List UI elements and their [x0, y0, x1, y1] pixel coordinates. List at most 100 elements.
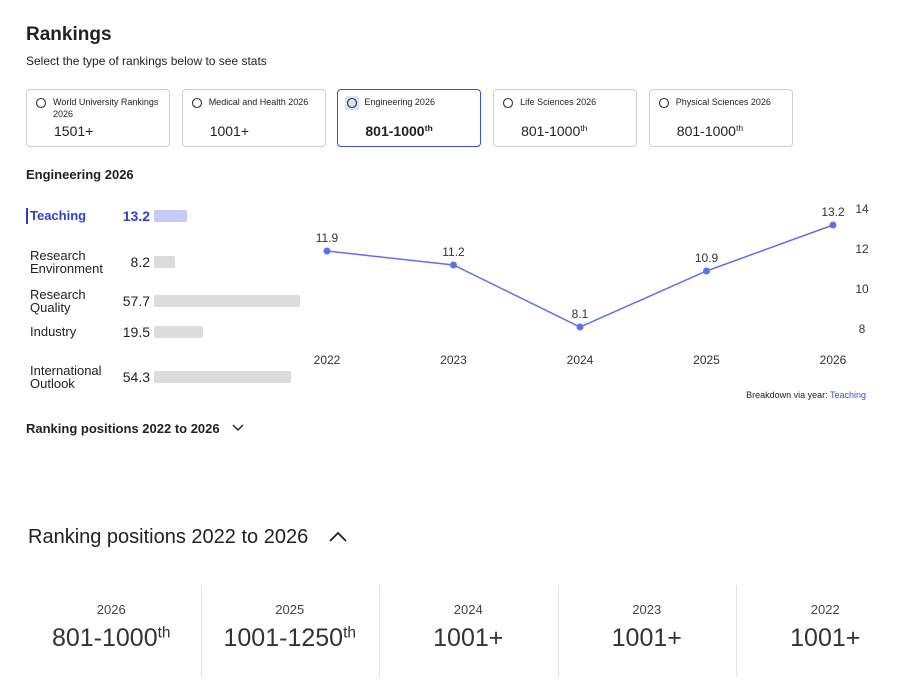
column-divider	[200, 585, 202, 677]
tab-rank: 801-1000th	[365, 123, 432, 139]
data-label: 11.2	[442, 245, 465, 259]
tab-icon	[191, 97, 202, 109]
data-point	[703, 267, 710, 275]
page-title: Rankings	[26, 24, 112, 45]
positions-title: Ranking positions 2022 to 2026	[28, 526, 348, 549]
icon-shape	[503, 97, 514, 109]
tab-rank-text: 801-1000	[365, 123, 425, 139]
y-tick-label: 8	[859, 322, 866, 336]
icon-shape	[347, 97, 358, 109]
x-tick-label: 2026	[820, 353, 847, 367]
data-point	[829, 221, 837, 229]
metric-bar	[154, 256, 175, 268]
column-divider	[557, 585, 559, 677]
x-tick-label: 2025	[693, 353, 720, 367]
chevron-up[interactable]	[328, 531, 348, 543]
tab-label: World University Rankings 2026	[53, 97, 159, 119]
y-tick-label: 10	[855, 282, 869, 296]
page-subtitle: Select the type of rankings below to see…	[26, 54, 267, 68]
metric-value: 54.3	[122, 369, 150, 385]
tab-rank-text: 801-1000	[521, 123, 581, 139]
position-year: 2023	[632, 602, 662, 617]
data-label: 11.9	[316, 231, 339, 245]
ranking-tab[interactable]: World University Rankings 2026 1501+	[26, 89, 170, 147]
metric-label: International Outlook	[30, 363, 102, 391]
position-rank-text-suffix: th	[343, 624, 356, 642]
tab-rank: 801-1000th	[677, 123, 743, 139]
tab-label: Life Sciences 2026	[520, 97, 597, 107]
metric-bar	[154, 371, 292, 383]
metric-bar	[154, 326, 204, 338]
position-rank-text: 1001+	[790, 624, 861, 652]
x-tick-label: 2023	[440, 353, 467, 367]
position-rank: 801-1000th	[23, 624, 199, 653]
tab-icon	[35, 97, 47, 109]
data-label: 10.9	[695, 251, 719, 265]
tab-rank: 1501+	[54, 123, 93, 139]
x-tick-label: 2024	[567, 353, 594, 367]
chevron-down	[232, 424, 244, 431]
x-tick-label: 2022	[314, 353, 341, 367]
section-title: Engineering 2026	[26, 167, 134, 182]
data-label: 13.2	[821, 205, 845, 219]
position-rank-text: 1001+	[611, 624, 682, 652]
ranking-tab[interactable]: Life Sciences 2026 801-1000th	[493, 89, 638, 147]
position-rank: 1001+	[380, 624, 556, 653]
position-rank-text: 1001-1250	[223, 624, 344, 652]
tab-icon	[345, 96, 360, 110]
column-divider	[379, 585, 380, 677]
metric-label: Teaching	[30, 208, 87, 223]
metric-bar	[154, 210, 188, 222]
position-year: 2025	[275, 602, 305, 617]
column-divider	[736, 585, 737, 677]
icon-shape	[191, 97, 202, 109]
y-tick-label: 14	[855, 202, 869, 216]
position-rank: 1001+	[737, 624, 902, 653]
tab-rank: 801-1000th	[521, 123, 587, 139]
tab-rank-text-suffix: th	[580, 123, 588, 134]
tab-rank-text: 1501+	[54, 123, 94, 139]
position-rank-text: 1001+	[433, 624, 504, 652]
ranking-tab[interactable]: Medical and Health 2026 1001+	[181, 89, 326, 147]
data-label: 8.1	[572, 307, 589, 321]
position-rank: 1001+	[559, 624, 735, 653]
tab-rank: 1001+	[210, 123, 249, 139]
selected-indicator	[26, 208, 28, 224]
y-tick-label: 12	[855, 242, 869, 256]
metric-label: Research Environment	[30, 248, 103, 276]
position-year: 2024	[453, 602, 483, 617]
ranking-tab[interactable]: Physical Sciences 2026 801-1000th	[648, 89, 793, 147]
note-link[interactable]: Teaching	[829, 390, 866, 400]
tab-rank-text: 801-1000	[676, 123, 736, 139]
note-text: Breakdown via year:	[746, 390, 828, 400]
tab-icon	[503, 97, 514, 109]
metric-value: 19.5	[122, 324, 150, 340]
tab-label: Medical and Health 2026	[208, 97, 309, 107]
tab-label: Physical Sciences 2026	[675, 97, 771, 107]
metric-value: 8.2	[130, 254, 150, 270]
position-year: 2022	[810, 602, 840, 617]
tab-label: Engineering 2026	[364, 97, 435, 107]
position-rank-text-suffix: th	[157, 624, 171, 642]
metric-label: Industry	[30, 324, 77, 339]
positions-heading: Ranking positions 2022 to 2026	[28, 526, 309, 548]
tab-rank-text-suffix: th	[424, 123, 433, 134]
line-chart: 8 10 12 14 2022 2023 2024 2025 2026 11.9 11.2 8.1 10…	[314, 202, 869, 367]
metric-label: Research Quality	[30, 287, 86, 315]
metric-bar	[154, 295, 300, 307]
data-point	[450, 261, 457, 269]
icon-shape	[658, 97, 669, 109]
position-rank: 1001-1250th	[202, 624, 378, 653]
tab-rank-text: 1001+	[209, 123, 250, 139]
toggle-label: Ranking positions 2022 to 2026	[26, 421, 220, 436]
position-rank-text: 801-1000	[51, 624, 158, 652]
metric-value: 57.7	[122, 293, 150, 309]
tab-icon	[658, 97, 669, 109]
position-year: 2026	[96, 602, 126, 617]
data-point	[576, 323, 584, 331]
positions-toggle[interactable]: Ranking positions 2022 to 2026	[26, 421, 245, 436]
ranking-tab[interactable]: Engineering 2026 801-1000th	[337, 89, 482, 147]
icon-shape	[35, 97, 47, 109]
tab-rank-text-suffix: th	[735, 123, 744, 134]
